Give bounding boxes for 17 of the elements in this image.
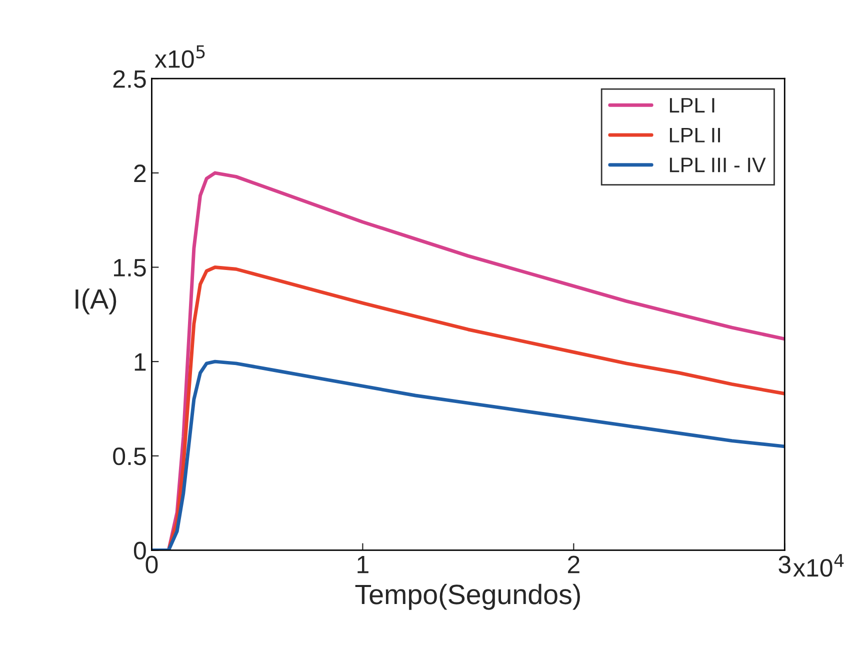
y-tick-label: 1.5 xyxy=(114,259,146,277)
x-tick-label: 3 xyxy=(778,556,790,574)
x-tick-label: 1 xyxy=(358,556,368,574)
y-tick-label: 0.5 xyxy=(113,447,146,466)
y-tick-label: 2.5 xyxy=(113,70,146,88)
y-axis-title: I(A) xyxy=(76,288,116,314)
text: x10$^{4}$ xyxy=(793,554,844,577)
text: x10$^{5}$ xyxy=(154,45,205,68)
legend-label: LPL III - IV xyxy=(670,158,766,172)
legend-label: LPL II xyxy=(670,128,720,142)
x-tick-label: 0 xyxy=(146,556,158,574)
x-tick-label: 2 xyxy=(568,556,580,574)
y-tick-label: 1 xyxy=(134,353,146,371)
x-axis-title: Tempo(Segundos) xyxy=(355,584,580,610)
y-tick-label: 0 xyxy=(134,542,146,560)
y-tick-label: 2 xyxy=(134,164,146,182)
legend-label: LPL I xyxy=(670,98,714,112)
